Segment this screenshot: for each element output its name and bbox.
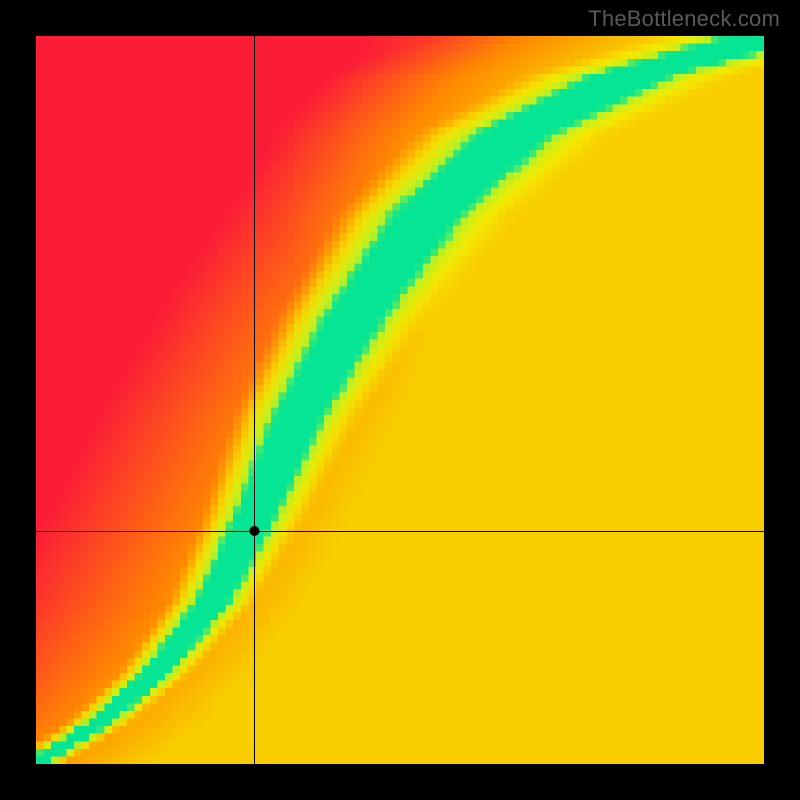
chart-container: TheBottleneck.com: [0, 0, 800, 800]
heatmap-canvas: [36, 36, 764, 764]
watermark-text: TheBottleneck.com: [588, 6, 780, 32]
